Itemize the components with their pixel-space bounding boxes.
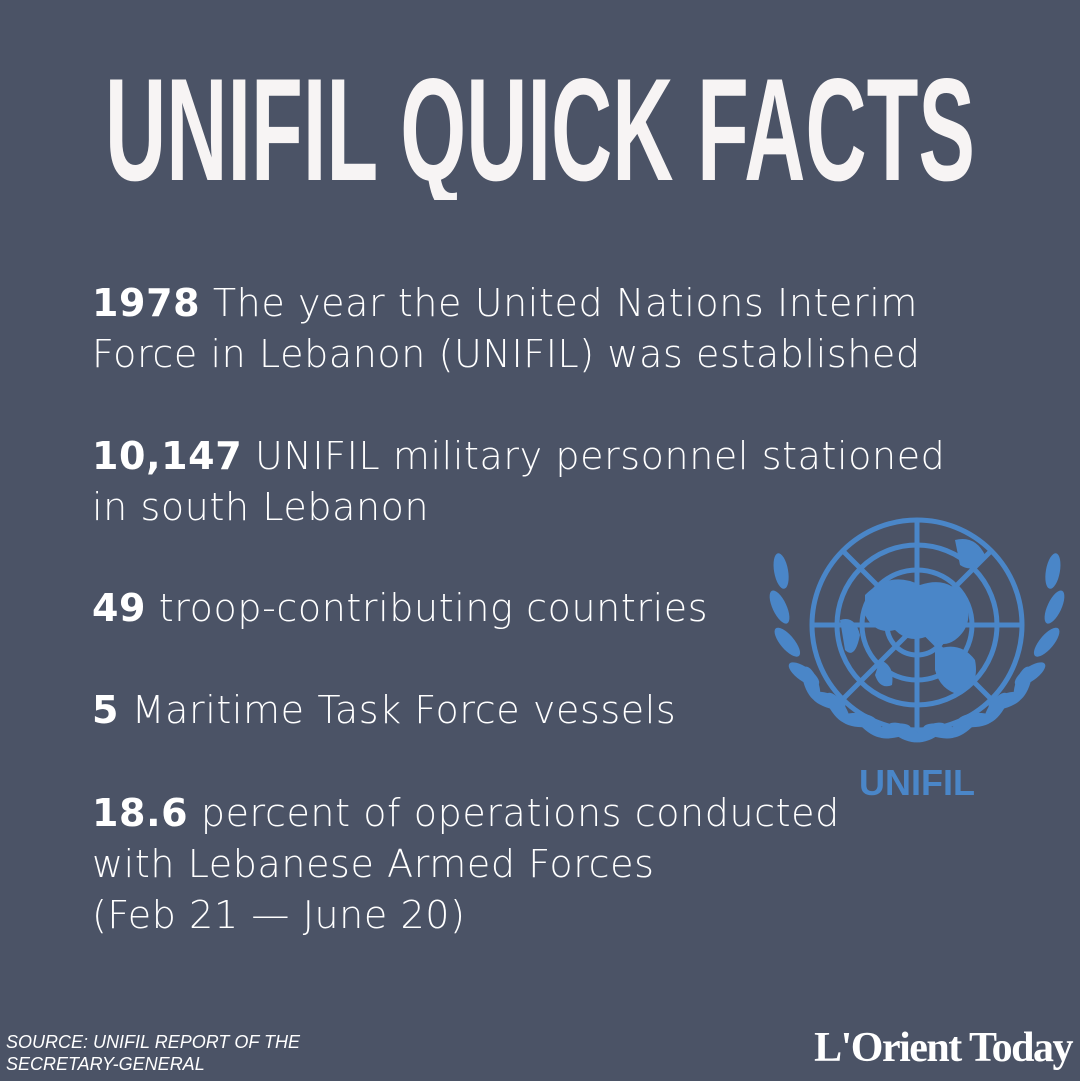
fact-text: with Lebanese Armed Forces xyxy=(92,842,655,886)
fact-text: troop-contributing countries xyxy=(158,586,709,630)
leaf xyxy=(1014,662,1046,686)
leaf xyxy=(826,692,850,724)
leaf xyxy=(1044,590,1065,624)
fact-line: (Feb 21 — June 20) xyxy=(92,890,840,941)
fact: 1978 The year the United Nations Interim… xyxy=(92,278,921,380)
leaf xyxy=(769,590,790,624)
fact-text: The year the United Nations Interim xyxy=(212,281,918,325)
fact-line: in south Lebanon xyxy=(92,482,945,533)
leaf xyxy=(988,691,1023,710)
fact-text: (Feb 21 — June 20) xyxy=(92,893,466,937)
laurel-wreath xyxy=(769,553,1065,743)
brand: L'Orient Today xyxy=(814,1025,1073,1071)
fact-text: percent of operations conducted xyxy=(200,791,840,835)
leaf xyxy=(802,666,821,701)
fact-number: 5 xyxy=(92,688,120,732)
leaf xyxy=(923,723,959,739)
leaf xyxy=(855,711,885,738)
fact-text: Maritime Task Force vessels xyxy=(131,688,677,732)
source: SOURCE: UNIFIL REPORT OF THE SECRETARY-GE… xyxy=(6,1031,300,1075)
leaf xyxy=(774,627,801,657)
fact-text: Force in Lebanon (UNIFIL) was establishe… xyxy=(92,332,921,376)
fact-number: 18.6 xyxy=(92,791,189,835)
fact-line: 18.6 percent of operations conducted xyxy=(92,788,840,839)
fact-line: 5 Maritime Task Force vessels xyxy=(92,685,676,736)
fact-number: 49 xyxy=(92,586,147,630)
fact-text: in south Lebanon xyxy=(92,485,430,529)
title-area: UNIFIL QUICK FACTS xyxy=(105,48,975,200)
title: UNIFIL QUICK FACTS xyxy=(105,48,975,200)
fact-line: 10,147 UNIFIL military personnel station… xyxy=(92,431,945,482)
leaf xyxy=(773,553,789,589)
fact: 18.6 percent of operations conducted with… xyxy=(92,788,840,941)
fact-line: 1978 The year the United Nations Interim xyxy=(92,278,921,329)
fact-number: 10,147 xyxy=(92,434,243,478)
fact-line: with Lebanese Armed Forces xyxy=(92,839,840,890)
source-line: SOURCE: UNIFIL REPORT OF THE xyxy=(6,1032,301,1052)
leaf xyxy=(1033,627,1060,657)
fact: 49 troop-contributing countries xyxy=(92,583,708,634)
fact: 10,147 UNIFIL military personnel station… xyxy=(92,431,945,533)
leaf xyxy=(957,712,994,728)
fact: 5 Maritime Task Force vessels xyxy=(92,685,676,736)
fact-line: Force in Lebanon (UNIFIL) was establishe… xyxy=(92,329,921,380)
fact-text: UNIFIL military personnel stationed xyxy=(254,434,946,478)
source-line: SECRETARY-GENERAL xyxy=(6,1054,205,1074)
leaf xyxy=(888,722,922,743)
fact-line: 49 troop-contributing countries xyxy=(92,583,708,634)
leaf xyxy=(1045,553,1061,589)
continents xyxy=(840,539,985,695)
fact-number: 1978 xyxy=(92,281,201,325)
logo-label: UNIFIL xyxy=(859,762,975,803)
un-emblem: UNIFIL xyxy=(769,517,1065,803)
